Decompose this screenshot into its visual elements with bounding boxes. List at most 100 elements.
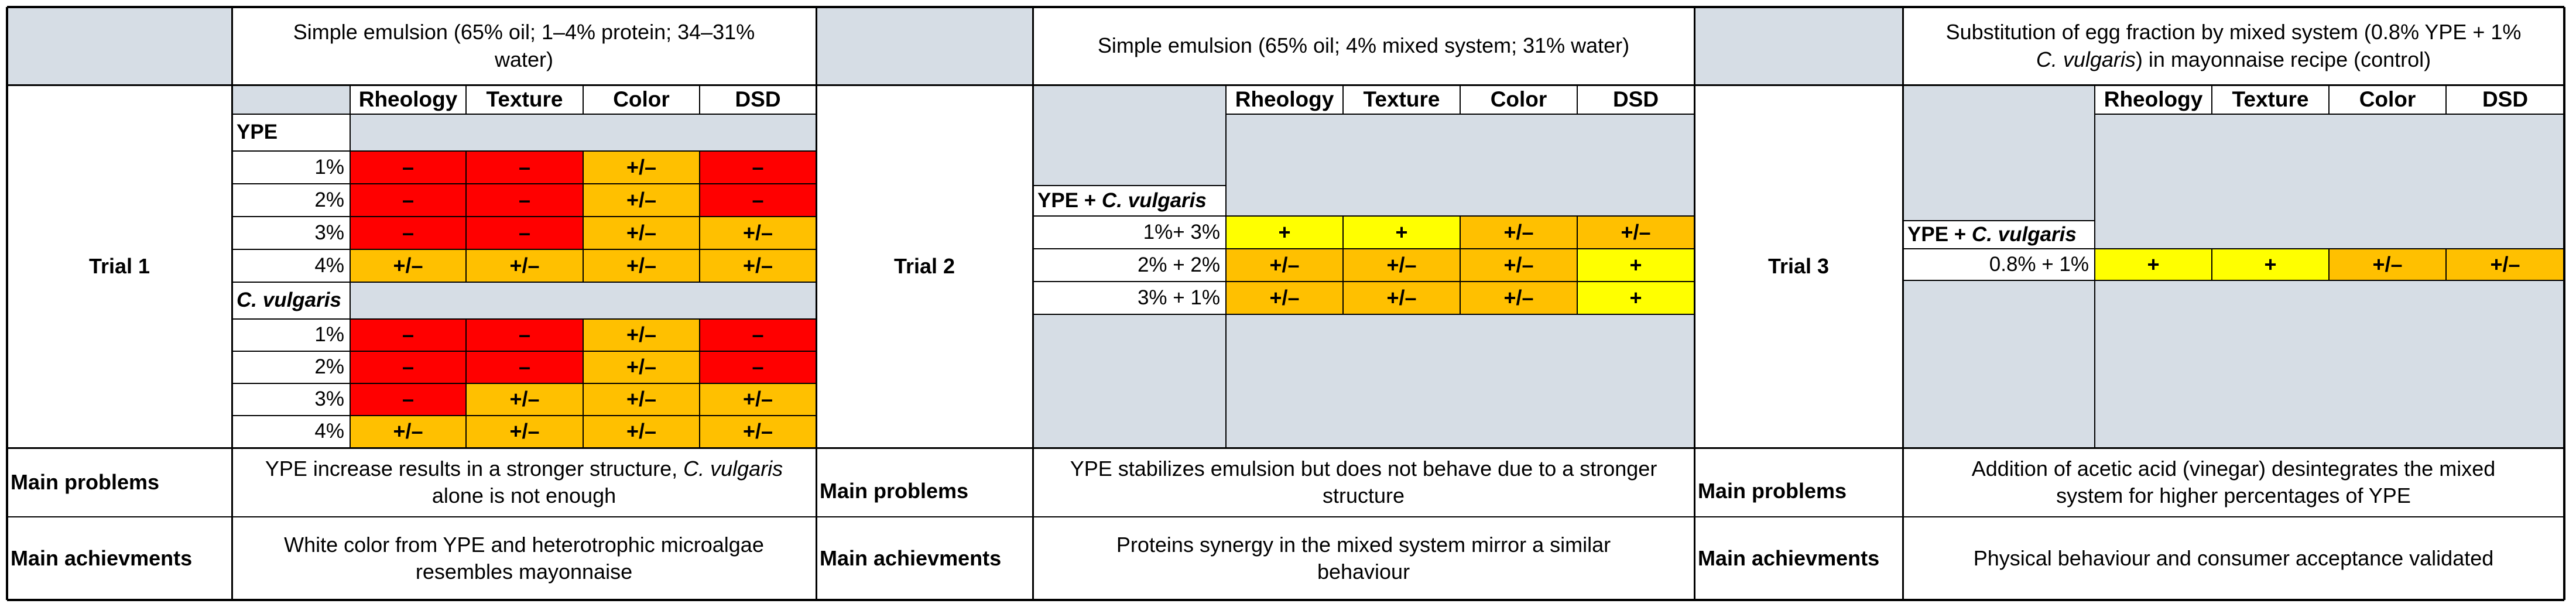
trial1-ype-rating-cell: +/– [350, 249, 466, 282]
trial1-cvulgaris-rating-cell: +/– [466, 416, 583, 448]
trial1-cvulgaris-rating-cell: – [700, 351, 816, 383]
trial2-group-label: YPE + C. vulgaris [1033, 186, 1226, 216]
trial1-group-cvulgaris-filler [350, 282, 816, 319]
trial1-ype-rating-cell: +/– [466, 249, 583, 282]
trial1-ype-row-label: 3% [314, 221, 344, 244]
trial2-header-text: Simple emulsion (65% oil; 4% mixed syste… [1097, 33, 1630, 58]
trial2-rating-cell: + [1577, 282, 1694, 314]
trial3-label: Trial 3 [1694, 85, 1903, 448]
trial2-header: Simple emulsion (65% oil; 4% mixed syste… [1033, 7, 1694, 85]
trial2-main-problems: YPE stabilizes emulsion but does not beh… [1070, 456, 1657, 507]
trial1-cvulgaris-rating-cell: – [350, 351, 466, 383]
trial1-main-achievements: White color from YPE and heterotrophic m… [284, 532, 764, 584]
trial2-row-label: 2% + 2% [1137, 253, 1220, 276]
trial3-label-text: Trial 3 [1767, 253, 1830, 278]
trial1-col-color: Color [613, 87, 670, 112]
trial1-cvulgaris-rating-cell: – [466, 351, 583, 383]
trial1-ype-rating-cell: – [700, 151, 816, 184]
trial3-grid-top-filler [2095, 114, 2564, 249]
trial2-group-prefix: YPE + [1037, 188, 1102, 212]
trial1-cvulgaris-rating-cell: – [700, 319, 816, 351]
main-problems-label-3: Main problems [1698, 478, 1847, 503]
trial3-rating-cell: +/– [2446, 249, 2564, 280]
trial3-rating-cell: + [2095, 249, 2212, 280]
trial3-rating-cell: + [2212, 249, 2329, 280]
trial2-label-text: Trial 2 [893, 253, 955, 278]
trial2-group-species: C. vulgaris [1101, 188, 1207, 212]
trial2-rating-cell: +/– [1226, 249, 1343, 282]
trial1-ype-rating-cell: +/– [583, 151, 700, 184]
trial1-group-ype-filler [350, 114, 816, 151]
trial3-rowlabel-bottom-filler [1903, 280, 2095, 448]
trial3-header-species: C. vulgaris [2036, 47, 2136, 71]
trial2-col-dsd: DSD [1612, 87, 1659, 112]
trial3-header-line2: C. vulgaris) in mayonnaise recipe (contr… [2036, 46, 2431, 73]
trial2-col-texture: Texture [1363, 87, 1440, 112]
trial2-col-color: Color [1490, 87, 1547, 112]
trial3-grid-bottom-filler [2095, 280, 2564, 448]
trial2-rating-cell: +/– [1577, 216, 1694, 249]
trial3-header-line2-rest: ) in mayonnaise recipe (control) [2135, 47, 2431, 71]
trial1-label-text: Trial 1 [88, 253, 150, 278]
trial1-col-dsd: DSD [735, 87, 781, 112]
trial2-rating-cell: + [1226, 216, 1343, 249]
trial2-col-rheology: Rheology [1235, 87, 1334, 112]
trial1-main-problems-text: YPE increase results in a stronger struc… [265, 456, 783, 507]
trial1-ype-rating-cell: – [700, 184, 816, 217]
trial1-ype-rating-cell: +/– [583, 184, 700, 217]
trial2-rowlabel-bottom-filler [1033, 314, 1226, 448]
trial1-main-problems: YPE increase results in a stronger struc… [232, 448, 816, 517]
trial2-rating-cell: +/– [1460, 249, 1577, 282]
trial1-cvulgaris-row-label: 3% [314, 387, 344, 411]
trial1-grid-corner [232, 85, 350, 114]
trial3-main-problems: Addition of acetic acid (vinegar) desint… [1971, 456, 2496, 507]
trial2-rowlabel-top-filler [1033, 85, 1226, 186]
trial2-rating-cell: + [1343, 216, 1460, 249]
trial1-cvulgaris-rating-cell: +/– [466, 383, 583, 416]
trial3-col-texture: Texture [2232, 87, 2309, 112]
trial2-rating-cell: +/– [1460, 282, 1577, 314]
trial1-ype-rating-cell: +/– [583, 217, 700, 249]
trial1-cvulgaris-row-label: 1% [314, 323, 344, 347]
main-problems-label-1: Main problems [11, 469, 160, 494]
main-achievements-label-3: Main achievments [1698, 546, 1880, 570]
trial2-rating-cell: +/– [1460, 216, 1577, 249]
trial1-cvulgaris-rating-cell: – [350, 319, 466, 351]
trial2-row-label: 1%+ 3% [1143, 220, 1220, 244]
trial2-rating-cell: +/– [1343, 249, 1460, 282]
trial1-cvulgaris-rating-cell: +/– [700, 383, 816, 416]
trial3-group-species: C. vulgaris [1971, 222, 2077, 246]
trial1-cvulgaris-rating-cell: – [466, 319, 583, 351]
trial1-cvulgaris-row-label: 4% [314, 420, 344, 443]
trial1-ype-rating-cell: – [350, 184, 466, 217]
trial1-ype-rating-cell: – [350, 217, 466, 249]
trial1-ype-row-label: 1% [314, 155, 344, 179]
trial1-cvulgaris-rating-cell: +/– [583, 383, 700, 416]
trial2-rating-cell: +/– [1343, 282, 1460, 314]
trial1-ype-rating-cell: – [466, 217, 583, 249]
trial2-row-label: 3% + 1% [1137, 286, 1220, 309]
trial1-cvulgaris-rating-cell: +/– [700, 416, 816, 448]
trial3-col-dsd: DSD [2482, 87, 2529, 112]
trial1-group-cvulgaris: C. vulgaris [237, 289, 341, 312]
trial3-header-line1: Substitution of egg fraction by mixed sy… [1945, 20, 2522, 44]
trial3-col-color: Color [2359, 87, 2416, 112]
trial1-ype-row-label: 4% [314, 253, 344, 277]
trial1-cvulgaris-rating-cell: +/– [350, 416, 466, 448]
trial2-grid-bottom-filler [1226, 314, 1694, 448]
main-problems-label-2: Main problems [820, 478, 969, 503]
trial1-label: Trial 1 [7, 85, 232, 448]
trial1-ype-rating-cell: – [350, 151, 466, 184]
trial1-col-texture: Texture [486, 87, 563, 112]
trial3-main-achievements: Physical behaviour and consumer acceptan… [1973, 546, 2494, 570]
species-name: C. vulgaris [683, 456, 783, 481]
trial3-header: Substitution of egg fraction by mixed sy… [1903, 7, 2564, 85]
trial1-ype-rating-cell: – [466, 151, 583, 184]
trial3-col-rheology: Rheology [2104, 87, 2203, 112]
trial1-ype-rating-cell: – [466, 184, 583, 217]
trial1-ype-rating-cell: +/– [700, 249, 816, 282]
trial1-ype-row-label: 2% [314, 188, 344, 211]
trial1-cvulgaris-rating-cell: +/– [583, 319, 700, 351]
trial3-row-label: 0.8% + 1% [1989, 252, 2089, 276]
